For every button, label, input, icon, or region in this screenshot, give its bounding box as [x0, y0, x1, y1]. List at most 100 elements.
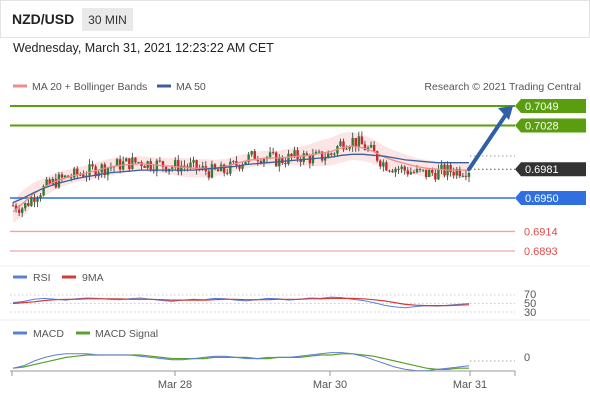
candle-body — [91, 164, 94, 167]
price-level-badge: 0.6981 — [515, 162, 586, 177]
candle-body — [143, 165, 146, 168]
candle-body — [88, 164, 91, 176]
candle-body — [244, 161, 247, 165]
candle — [20, 206, 24, 218]
candle — [412, 169, 416, 174]
candle-body — [238, 165, 241, 169]
candle — [354, 138, 357, 152]
candle-body — [333, 153, 336, 155]
candle — [24, 202, 27, 212]
price-level-labels: 0.7049 0.7028 0.6981 0.6950 0.6914 0.6893 — [515, 99, 586, 258]
candle-body — [327, 153, 330, 159]
candle-body — [177, 160, 180, 172]
candle-body — [418, 168, 422, 170]
candle — [222, 163, 226, 177]
candle-body — [180, 165, 183, 172]
candle — [382, 159, 385, 172]
candle-body — [186, 166, 189, 168]
price-level-badge-bg — [515, 99, 586, 113]
candle-body — [241, 164, 244, 169]
candle-body — [372, 144, 376, 152]
candle — [250, 150, 253, 157]
ma20-legend-label: MA 20 + Bollinger Bands — [32, 81, 147, 93]
candle — [39, 193, 42, 202]
price-level-badge-bg — [515, 191, 586, 205]
candle-body — [299, 158, 302, 163]
rsi-ma-line — [12, 297, 470, 307]
ma20-line — [12, 145, 469, 213]
candle-body — [170, 167, 174, 169]
candle-body — [30, 197, 33, 206]
price-level-badge: 0.7049 — [515, 99, 586, 113]
candle-body — [17, 209, 21, 213]
candle-body — [379, 160, 382, 167]
candle — [115, 157, 119, 167]
candle — [210, 160, 214, 179]
candle-body — [271, 152, 275, 154]
macd-zero-label: 0 — [524, 352, 530, 364]
candle — [369, 141, 373, 149]
price-level-badge-bg — [515, 118, 586, 133]
candle — [274, 151, 278, 168]
candle-body — [51, 178, 54, 185]
projection-arrow-shaft — [467, 111, 509, 172]
candle-body — [253, 151, 256, 161]
candle-body — [434, 172, 437, 180]
candle-body — [290, 153, 293, 157]
candle-body — [33, 197, 36, 202]
candle-body — [339, 141, 342, 147]
candle-body — [323, 158, 327, 161]
candle — [342, 138, 345, 152]
candle-body — [296, 150, 299, 159]
candle-body — [449, 165, 452, 173]
macd-line — [12, 352, 470, 372]
projection-arrow-head — [498, 106, 513, 120]
price-level-value: 0.7028 — [525, 121, 559, 133]
candle-body — [382, 162, 385, 167]
candle-body — [213, 164, 217, 170]
candle-body — [302, 153, 305, 163]
x-axis-label: Mar 30 — [313, 379, 347, 391]
candle-body — [24, 203, 27, 209]
candle-body — [406, 170, 409, 175]
rsi-level-label: 50 — [524, 298, 536, 310]
candle-body — [106, 168, 110, 175]
candle-body — [403, 166, 406, 171]
candle-body — [455, 168, 458, 176]
candle-body — [421, 169, 425, 171]
candle — [73, 166, 76, 180]
candle — [302, 150, 305, 165]
candle — [207, 169, 211, 181]
x-axis-label: Mar 31 — [453, 379, 487, 391]
candle — [241, 162, 244, 172]
candle-body — [293, 150, 296, 157]
candle-body — [115, 159, 119, 167]
candle — [76, 166, 79, 180]
candle-body — [247, 154, 250, 162]
candle — [385, 160, 388, 171]
candle — [360, 131, 364, 145]
candle — [174, 157, 177, 170]
timeframe-button[interactable]: 30 MIN — [82, 8, 133, 31]
candle — [192, 156, 195, 168]
macd-plot: 0 — [12, 352, 530, 372]
candle — [409, 167, 413, 175]
price-levels — [10, 105, 515, 252]
candle-body — [103, 164, 107, 175]
candle — [158, 157, 162, 163]
candle-body — [391, 170, 394, 173]
candle-body — [388, 170, 391, 172]
candle-body — [222, 164, 226, 173]
candle — [461, 172, 465, 178]
candle — [27, 199, 30, 207]
candle — [421, 169, 425, 173]
candle — [271, 147, 275, 155]
header-bar: NZD/USD 30 MIN — [0, 0, 590, 38]
candle — [418, 168, 422, 173]
candle-body — [229, 161, 232, 174]
price-level-value: 0.6981 — [525, 164, 559, 176]
candle-body — [330, 153, 333, 155]
candle — [317, 149, 321, 154]
candle-body — [351, 138, 354, 147]
candle — [14, 203, 18, 213]
